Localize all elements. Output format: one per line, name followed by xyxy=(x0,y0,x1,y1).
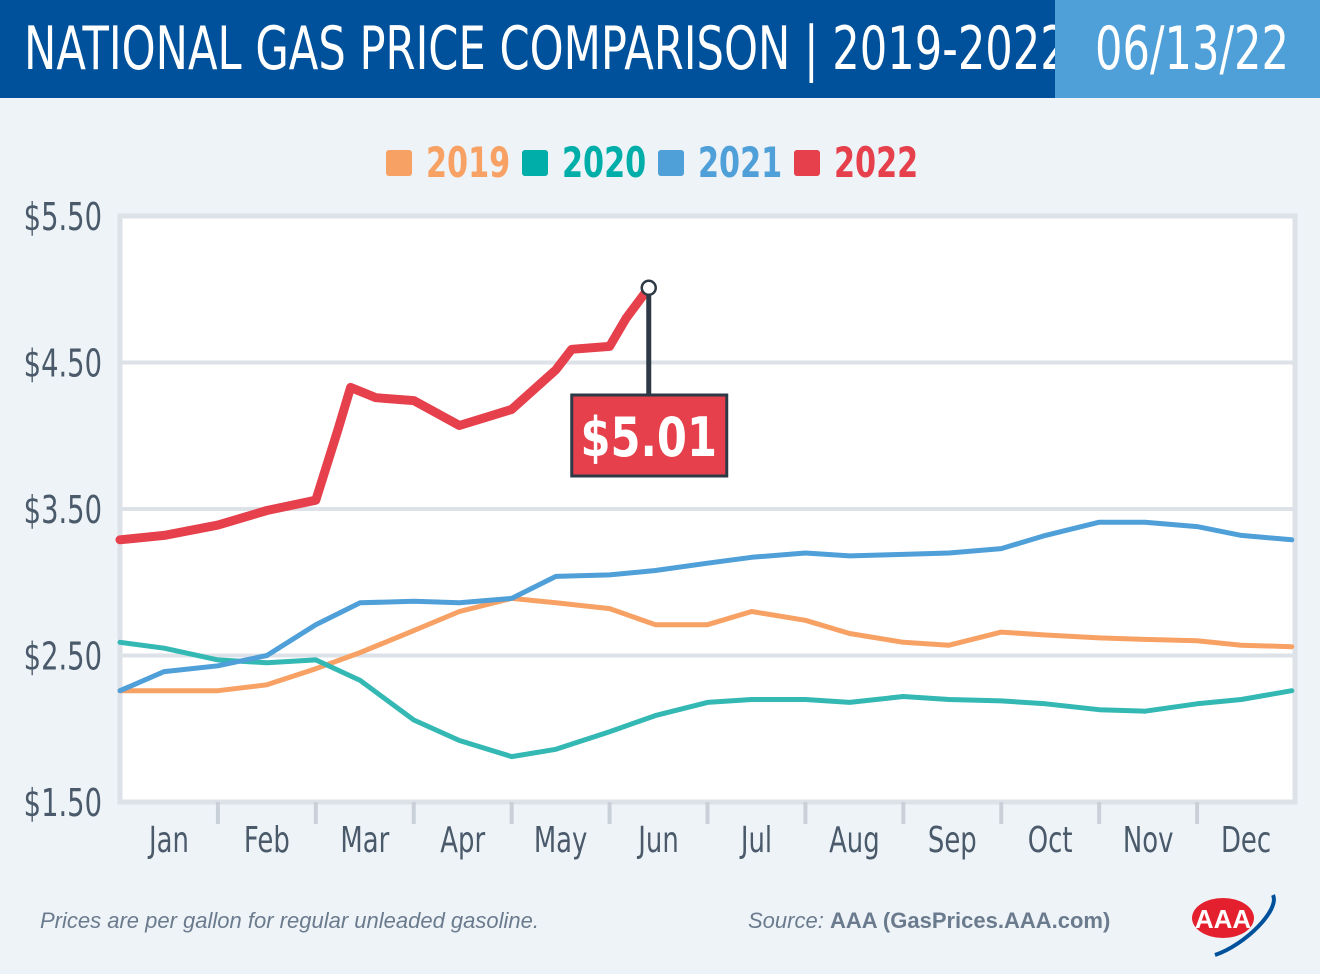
y-tick-label: $4.50 xyxy=(24,341,102,386)
x-tick-label: Nov xyxy=(1123,820,1174,861)
footnote: Prices are per gallon for regular unlead… xyxy=(40,908,539,933)
series-line-2022 xyxy=(115,283,654,545)
callout-point xyxy=(640,279,657,297)
legend-swatch xyxy=(794,149,820,176)
x-tick-label: Jun xyxy=(637,820,679,861)
x-tick-label: Sep xyxy=(928,820,977,861)
x-tick-label: Mar xyxy=(340,820,389,861)
y-tick-label: $3.50 xyxy=(24,487,102,532)
legend-swatch xyxy=(658,149,684,176)
x-tick-label: Dec xyxy=(1221,820,1271,861)
x-tick-label: Jul xyxy=(739,820,772,861)
source-text: Source: AAA (GasPrices.AAA.com) xyxy=(748,908,1110,934)
legend-swatch xyxy=(522,149,548,176)
series-line-2021 xyxy=(117,519,1295,694)
callout-box xyxy=(570,393,729,478)
chart-date: 06/13/22 xyxy=(1095,14,1290,84)
legend-swatch xyxy=(386,149,412,176)
x-tick-label: Aug xyxy=(829,820,880,861)
source-prefix: Source: xyxy=(748,908,824,933)
x-tick-label: Apr xyxy=(440,820,485,861)
svg-text:AAA: AAA xyxy=(1195,904,1252,934)
source-name: AAA (GasPrices.AAA.com) xyxy=(829,908,1111,933)
x-tick-label: Feb xyxy=(244,820,290,861)
title-bar: NATIONAL GAS PRICE COMPARISON | 2019-202… xyxy=(0,0,1068,98)
y-tick-label: $5.50 xyxy=(24,194,102,239)
callout-label: $5.01 xyxy=(580,406,717,469)
legend: 2019 2020 2021 2022 xyxy=(0,138,1290,187)
aaa-logo: AAA xyxy=(1192,894,1276,957)
x-tick-label: Oct xyxy=(1028,820,1073,861)
x-tick-label: Jan xyxy=(147,820,189,861)
series-line-2020 xyxy=(117,639,1295,760)
date-bar: 06/13/22 xyxy=(1055,0,1320,98)
y-tick-label: $1.50 xyxy=(24,780,102,825)
y-tick-label: $2.50 xyxy=(24,634,102,679)
chart-title: NATIONAL GAS PRICE COMPARISON | 2019-202… xyxy=(24,14,1068,84)
series-line-2019 xyxy=(117,595,1295,694)
x-tick-label: May xyxy=(534,820,588,861)
